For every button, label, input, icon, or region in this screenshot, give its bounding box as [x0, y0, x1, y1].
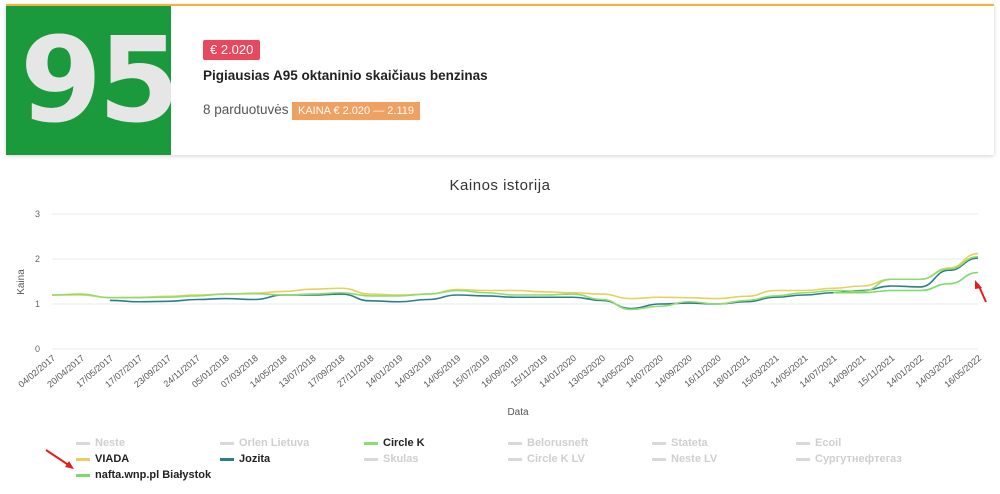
legend-label: Circle K — [383, 437, 425, 449]
y-tick-label: 0 — [35, 344, 40, 354]
fuel-grade-number: 95 — [20, 11, 171, 149]
chart-grid — [52, 213, 978, 350]
cheapest-fuel-card: 95 € 2.020 Pigiausias A95 oktaninio skai… — [6, 4, 994, 155]
legend-label: Circle K LV — [527, 453, 585, 465]
y-tick-label: 2 — [35, 254, 40, 264]
legend-label: Neste LV — [671, 453, 718, 465]
legend-item-viada[interactable]: VIADA — [76, 453, 129, 465]
legend-swatch — [76, 457, 90, 461]
legend-label: Ecoil — [815, 437, 842, 449]
store-count: 8 parduotuvės — [203, 102, 289, 117]
legend-swatch — [220, 441, 234, 445]
legend-label: Сургутнефтегаз — [815, 453, 902, 465]
legend-label: Jozita — [239, 453, 271, 465]
legend-item-circle-k-lv[interactable]: Circle K LV — [508, 453, 585, 465]
fuel-grade-badge: 95 — [6, 6, 171, 155]
legend-label: Belorusneft — [527, 437, 589, 449]
red-arrow-icon — [975, 280, 987, 303]
legend-label: Neste — [95, 437, 125, 449]
price-range-badge: KAINA € 2.020 — 2.119 — [292, 102, 420, 120]
series-line-jozita — [109, 257, 979, 310]
legend-item-skulas[interactable]: Skulas — [364, 453, 418, 465]
legend-swatch — [220, 457, 234, 461]
y-axis-label: Kaina — [16, 269, 27, 295]
legend-label: VIADA — [95, 453, 130, 465]
legend-item-neste-lv[interactable]: Neste LV — [652, 453, 717, 465]
legend-label: Stateta — [671, 437, 708, 449]
legend-item-neste[interactable]: Neste — [76, 437, 125, 449]
series-line-nafta-wnp-pl-bia-ystok — [833, 271, 979, 294]
chart-title: Kainos istorija — [450, 177, 551, 194]
legend-label: nafta.wnp.pl Białystok — [95, 469, 212, 481]
legend-item-orlen-lietuva[interactable]: Orlen Lietuva — [220, 437, 309, 449]
y-axis-ticks: 0 1 2 3 — [35, 209, 40, 354]
legend-swatch — [364, 457, 378, 461]
legend-item-belorusneft[interactable]: Belorusneft — [508, 437, 588, 449]
legend-item-circle-k[interactable]: Circle K — [364, 437, 425, 449]
legend-item-ecoil[interactable]: Ecoil — [796, 437, 841, 449]
legend-item-nafta-wnp-pl-bia-ystok[interactable]: nafta.wnp.pl Białystok — [76, 469, 211, 481]
red-arrow-icon — [45, 449, 74, 469]
legend-swatch — [76, 441, 90, 445]
legend-swatch — [796, 457, 810, 461]
legend-swatch — [796, 441, 810, 445]
legend-swatch — [508, 441, 522, 445]
legend-swatch — [652, 441, 666, 445]
legend-item-jozita[interactable]: Jozita — [220, 453, 270, 465]
legend-swatch — [364, 441, 378, 445]
legend-item-stateta[interactable]: Stateta — [652, 437, 708, 449]
card-title: Pigiausias A95 oktaninio skaičiaus benzi… — [203, 68, 488, 83]
legend-swatch — [508, 457, 522, 461]
y-tick-label: 3 — [35, 209, 40, 219]
legend-item--[interactable]: Сургутнефтегаз — [796, 453, 902, 465]
y-tick-label: 1 — [35, 299, 40, 309]
legend-label: Orlen Lietuva — [239, 437, 310, 449]
legend-swatch — [76, 473, 90, 477]
series-line-circle-k — [51, 255, 979, 311]
legend-label: Skulas — [383, 453, 419, 465]
x-axis-label: Data — [507, 407, 529, 418]
x-axis-ticks: 04/02/201720/04/201717/05/201717/07/2017… — [16, 353, 983, 390]
price-history-chart: Kainos istorija 0 1 2 3 Kaina 04/02/201720/… — [16, 177, 987, 418]
chart-lines — [51, 252, 979, 311]
legend-swatch — [652, 457, 666, 461]
price-tag: € 2.020 — [203, 40, 261, 60]
